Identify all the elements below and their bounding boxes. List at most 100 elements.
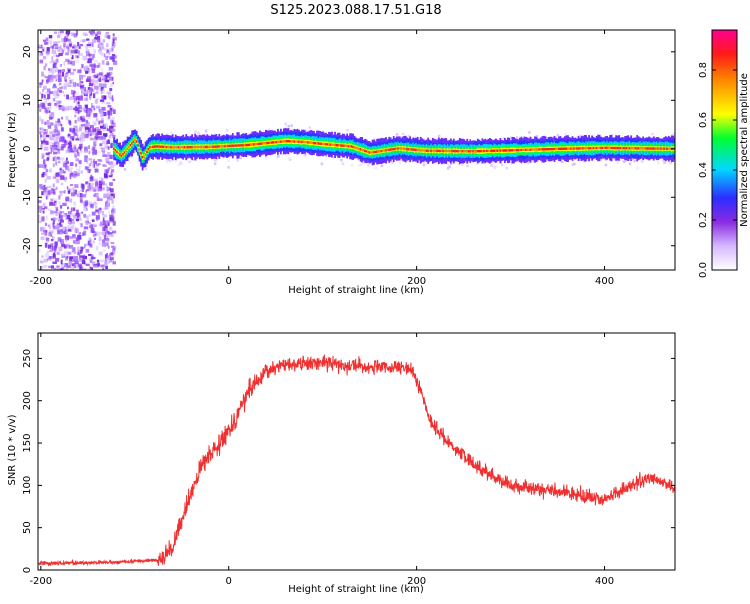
heatmap-cell — [528, 131, 531, 134]
heatmap-cell — [99, 232, 103, 235]
heatmap-cell — [67, 39, 71, 42]
heatmap-cell — [79, 53, 83, 56]
heatmap-cell — [65, 59, 69, 62]
heatmap-cell — [56, 157, 60, 160]
heatmap-cell — [79, 255, 82, 258]
heatmap-cell — [166, 161, 169, 164]
heatmap-cell — [104, 235, 106, 240]
heatmap-cell — [69, 245, 73, 249]
heatmap-cell — [40, 228, 42, 232]
heatmap-cell — [92, 42, 94, 47]
heatmap-cell — [53, 41, 57, 43]
heatmap-cell — [59, 72, 61, 74]
heatmap-cell — [107, 73, 110, 77]
heatmap-cell — [62, 203, 66, 206]
heatmap-cell — [48, 266, 52, 268]
heatmap-cell — [60, 64, 62, 67]
heatmap-cell — [84, 66, 88, 70]
heatmap-cell — [113, 250, 115, 254]
heatmap-cell — [54, 45, 57, 49]
heatmap-cell — [70, 162, 74, 166]
heatmap-cell — [175, 160, 178, 163]
heatmap-cell — [58, 196, 61, 200]
heatmap-cell — [112, 44, 114, 46]
heatmap-cell — [108, 199, 110, 203]
heatmap-cell — [46, 110, 49, 114]
heatmap-cell — [110, 108, 112, 111]
heatmap-cell — [285, 122, 288, 125]
heatmap-cell — [39, 117, 41, 122]
heatmap-cell — [466, 165, 469, 168]
heatmap-cell — [86, 125, 89, 127]
heatmap-cell — [49, 110, 51, 113]
heatmap-cell — [69, 121, 71, 126]
heatmap-cell — [85, 71, 88, 74]
heatmap-cell — [84, 149, 88, 153]
heatmap-cell — [46, 79, 49, 84]
heatmap-cell — [90, 175, 92, 179]
heatmap-cell — [492, 163, 495, 166]
heatmap-cell — [77, 135, 79, 140]
heatmap-cell — [50, 247, 53, 251]
heatmap-cell — [109, 232, 113, 235]
heatmap-cell — [106, 43, 108, 47]
heatmap-cell — [87, 76, 91, 79]
heatmap-cell — [41, 140, 43, 144]
heatmap-cell — [58, 201, 60, 204]
heatmap-cell — [291, 124, 294, 127]
heatmap-cell — [53, 163, 55, 167]
heatmap-cell — [105, 158, 109, 162]
heatmap-cell — [55, 162, 57, 166]
heatmap-cell — [41, 94, 43, 99]
heatmap-cell — [108, 203, 110, 207]
heatmap-cell — [64, 106, 68, 110]
heatmap-cell — [68, 243, 70, 245]
heatmap-cell — [43, 56, 46, 59]
heatmap-cell — [188, 161, 191, 164]
heatmap-cell — [103, 194, 107, 198]
heatmap-cell — [81, 81, 84, 83]
heatmap-cell — [104, 96, 106, 100]
heatmap-cell — [52, 45, 54, 49]
heatmap-cell — [74, 126, 78, 129]
heatmap-cell — [90, 204, 93, 209]
heatmap-cell — [53, 211, 57, 214]
heatmap-cell — [81, 212, 83, 214]
heatmap-cell — [74, 256, 78, 261]
heatmap-cell — [657, 162, 660, 165]
heatmap-cell — [60, 193, 63, 196]
heatmap-cell — [71, 192, 75, 196]
heatmap-cell — [101, 148, 105, 152]
heatmap-cell — [102, 89, 105, 94]
heatmap-cell — [102, 227, 105, 231]
heatmap-cell — [51, 239, 53, 241]
heatmap-cell — [100, 126, 103, 129]
heatmap-cell — [99, 184, 102, 189]
heatmap-cell — [86, 249, 90, 253]
heatmap-cell — [289, 158, 292, 161]
heatmap-cell — [92, 212, 96, 216]
heatmap-cell — [69, 44, 72, 46]
heatmap-cell — [67, 186, 69, 189]
heatmap-cell — [93, 159, 95, 163]
heatmap-cell — [47, 196, 49, 199]
heatmap-cell — [53, 152, 57, 155]
heatmap-cell — [108, 35, 111, 39]
heatmap-cell — [41, 191, 43, 195]
heatmap-cell — [205, 130, 208, 133]
heatmap-cell — [92, 39, 96, 43]
heatmap-cell — [109, 215, 113, 220]
heatmap-cell — [70, 167, 74, 169]
heatmap-cell — [265, 157, 268, 160]
heatmap-cell — [54, 248, 56, 253]
heatmap-cell — [39, 217, 42, 220]
heatmap-cell — [106, 220, 110, 222]
heatmap-cell — [41, 216, 44, 221]
heatmap-cell — [80, 212, 82, 215]
heatmap-cell — [636, 167, 639, 170]
heatmap-cell — [56, 79, 58, 81]
heatmap-cell — [98, 131, 102, 135]
heatmap-cell — [83, 56, 87, 61]
heatmap-cell — [108, 105, 112, 107]
heatmap-cell — [44, 95, 46, 98]
